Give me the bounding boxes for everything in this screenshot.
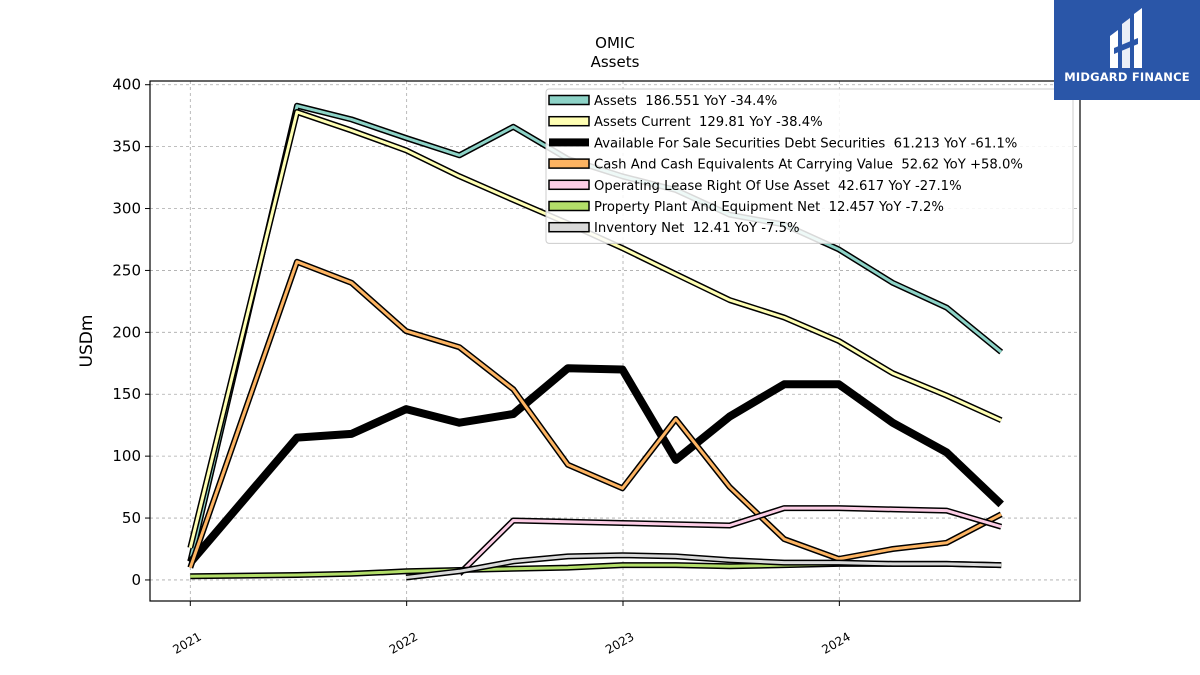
legend-box [545, 88, 1074, 244]
y-tick-label: 350 [112, 138, 141, 156]
logo-text: MIDGARD FINANCE [1064, 70, 1190, 84]
series-line-assets-current [188, 110, 1002, 549]
y-tick-label: 200 [112, 323, 141, 341]
legend-swatch [548, 200, 590, 212]
y-tick-label: 150 [112, 385, 141, 403]
brand-logo: MIDGARD FINANCE [1054, 0, 1200, 100]
legend-swatch [549, 138, 589, 147]
legend-label: Assets Current 129.81 YoY -38.4% [594, 115, 823, 130]
legend-label: Assets 186.551 YoY -34.4% [594, 94, 777, 109]
legend-label: Cash And Cash Equivalents At Carrying Va… [594, 158, 1023, 173]
logo-mark-icon [1110, 8, 1142, 68]
legend-swatch [548, 221, 590, 233]
x-tick-label: 2021 [170, 629, 203, 656]
chart-subtitle: Assets [591, 53, 640, 71]
y-tick-label: 400 [112, 76, 141, 94]
y-tick-label: 0 [131, 571, 141, 589]
x-tick-label: 2024 [819, 629, 852, 656]
y-tick-label: 300 [112, 200, 141, 218]
series-line-operating-lease-right-of-use-asset [458, 506, 1002, 575]
legend-swatch [548, 158, 590, 169]
y-axis-label: USDm [77, 315, 97, 368]
series-line-cash-and-cash-equivalents-at-carrying-value [188, 260, 1002, 569]
y-tick-label: 250 [112, 261, 141, 279]
y-tick-label: 100 [112, 447, 141, 465]
x-tick-label: 2023 [603, 629, 636, 656]
series-line-available-for-sale-securities-debt-securities [187, 364, 1004, 566]
series-lines [187, 102, 1004, 581]
legend-swatch [548, 179, 590, 191]
legend-label: Property Plant And Equipment Net 12.457 … [594, 200, 944, 215]
legend-label: Inventory Net 12.41 YoY -7.5% [594, 221, 800, 236]
series-line-inventory-net [405, 553, 1002, 579]
plot-frame [149, 80, 1081, 602]
legend: Assets 186.551 YoY -34.4% Assets Current … [545, 88, 1074, 244]
legend-swatch [548, 115, 590, 127]
chart-title: OMIC [595, 34, 635, 52]
legend-swatch [548, 94, 590, 106]
x-tick-label: 2022 [387, 629, 420, 656]
legend-label: Available For Sale Securities Debt Secur… [594, 136, 1017, 151]
legend-label: Operating Lease Right Of Use Asset 42.61… [594, 179, 962, 194]
y-tick-label: 50 [122, 509, 141, 527]
